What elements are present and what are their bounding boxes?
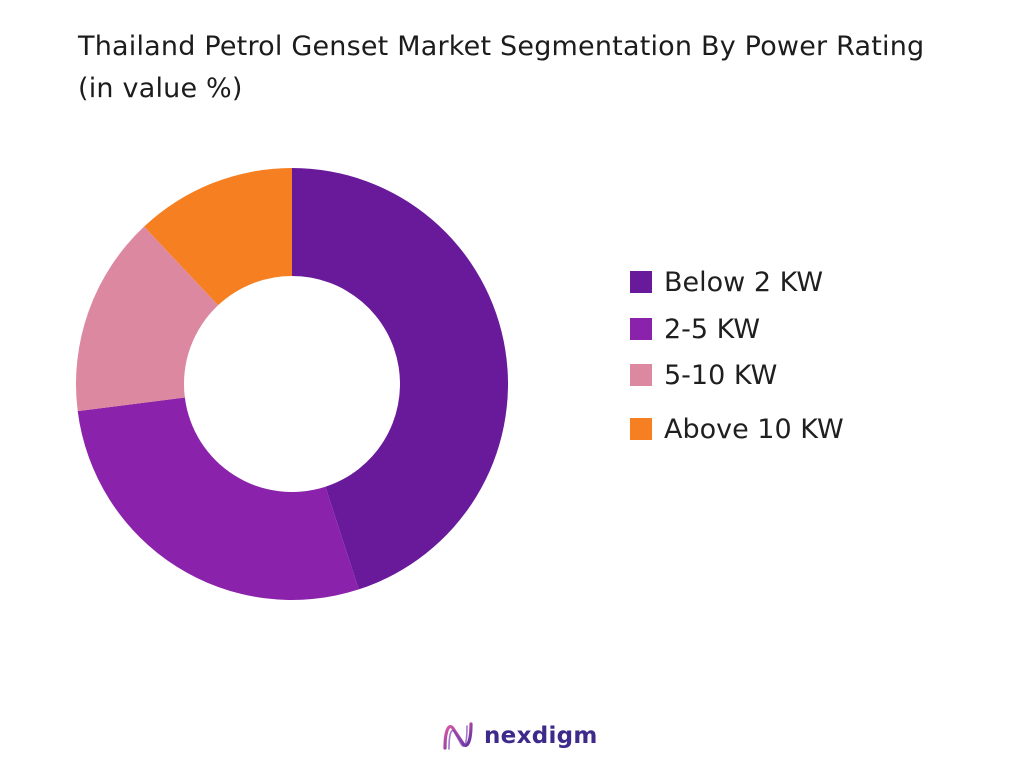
legend-label: Below 2 KW [664,266,824,298]
legend-label: Above 10 KW [664,413,844,445]
nexdigm-logo: nexdigm [440,716,598,756]
nexdigm-logo-icon [443,722,473,750]
legend-swatch [630,318,652,340]
legend-swatch [630,418,652,440]
chart-title: Thailand Petrol Genset Market Segmentati… [78,31,925,104]
donut-slice-below-2-kw [292,168,509,590]
legend-swatch [630,271,652,293]
logo-text: nexdigm [484,723,598,749]
legend-item: Above 10 KW [630,409,844,449]
legend-label: 5-10 KW [664,359,778,391]
legend-label: 2-5 KW [664,313,761,345]
legend-item: 2-5 KW [630,309,760,349]
donut-slices [76,168,509,601]
donut-slice-2-5-kw [77,397,359,601]
donut-slice-above-10-kw [144,168,292,306]
donut-slice-5-10-kw [76,226,219,412]
legend-swatch [630,364,652,386]
legend-item: Below 2 KW [630,262,823,302]
legend-item: 5-10 KW [630,355,777,395]
